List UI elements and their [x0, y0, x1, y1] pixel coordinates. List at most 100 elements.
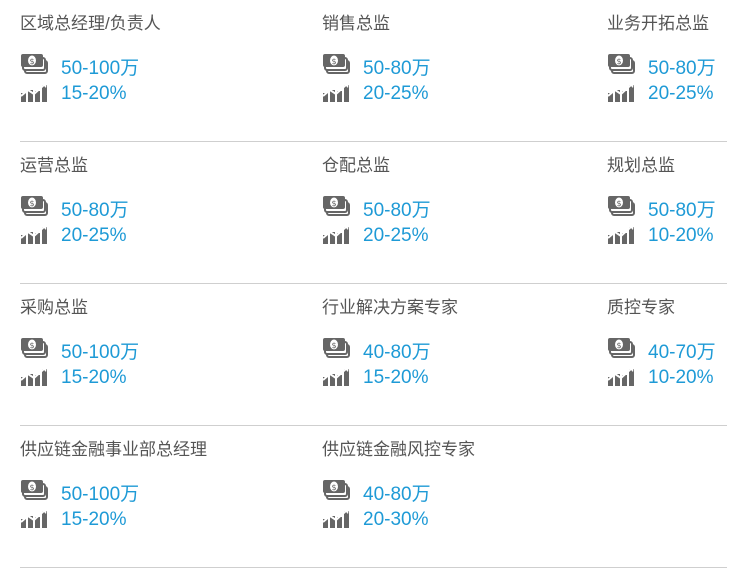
- money-icon: $: [20, 53, 61, 80]
- job-row: 区域总经理/负责人 $50-100万 15-20% 销售总监 $50-80万 20…: [20, 0, 727, 142]
- growth-chart-icon: [607, 81, 648, 108]
- job-title[interactable]: 销售总监: [322, 14, 390, 33]
- salary-line: $40-80万: [322, 478, 475, 506]
- growth-chart-icon: [607, 223, 648, 250]
- job-title[interactable]: 行业解决方案专家: [322, 298, 458, 317]
- salary-range: 50-100万: [61, 57, 140, 79]
- job-card[interactable]: 行业解决方案专家 $40-80万 15-20%: [322, 296, 458, 392]
- growth-range: 15-20%: [61, 509, 127, 530]
- job-card[interactable]: 运营总监 $50-80万 20-25%: [20, 154, 129, 250]
- svg-text:$: $: [331, 483, 336, 492]
- salary-line: $50-100万: [20, 478, 207, 506]
- salary-range: 50-80万: [648, 57, 716, 79]
- money-icon: $: [322, 479, 363, 506]
- job-title[interactable]: 仓配总监: [322, 156, 390, 175]
- svg-text:$: $: [616, 199, 621, 208]
- job-card[interactable]: 供应链金融风控专家 $40-80万 20-30%: [322, 438, 475, 534]
- salary-line: $40-80万: [322, 336, 458, 364]
- job-row: 采购总监 $50-100万 15-20% 行业解决方案专家 $40-80万 15-…: [20, 284, 727, 426]
- job-title[interactable]: 运营总监: [20, 156, 88, 175]
- salary-line: $50-80万: [607, 52, 716, 80]
- job-grid: 区域总经理/负责人 $50-100万 15-20% 销售总监 $50-80万 20…: [20, 0, 727, 568]
- salary-range: 50-80万: [363, 57, 431, 79]
- money-icon: $: [20, 337, 61, 364]
- salary-range: 50-100万: [61, 483, 140, 505]
- growth-chart-icon: [322, 365, 363, 392]
- svg-text:$: $: [616, 341, 621, 350]
- growth-line: 10-20%: [607, 222, 716, 250]
- growth-range: 15-20%: [61, 83, 127, 104]
- svg-text:$: $: [331, 341, 336, 350]
- money-icon: $: [322, 53, 363, 80]
- growth-line: 15-20%: [20, 506, 207, 534]
- growth-line: 15-20%: [322, 364, 458, 392]
- svg-text:$: $: [616, 57, 621, 66]
- growth-chart-icon: [20, 223, 61, 250]
- job-title[interactable]: 区域总经理/负责人: [20, 14, 161, 33]
- salary-line: $40-70万: [607, 336, 716, 364]
- growth-range: 10-20%: [648, 225, 714, 246]
- salary-line: $50-80万: [607, 194, 716, 222]
- job-title[interactable]: 业务开拓总监: [607, 14, 709, 33]
- svg-text:$: $: [331, 57, 336, 66]
- money-icon: $: [20, 195, 61, 222]
- growth-chart-icon: [322, 223, 363, 250]
- growth-line: 10-20%: [607, 364, 716, 392]
- growth-range: 15-20%: [61, 367, 127, 388]
- svg-text:$: $: [29, 341, 34, 350]
- growth-line: 15-20%: [20, 364, 139, 392]
- money-icon: $: [20, 479, 61, 506]
- growth-chart-icon: [20, 81, 61, 108]
- salary-range: 50-100万: [61, 341, 140, 363]
- growth-line: 20-25%: [322, 80, 431, 108]
- salary-line: $50-80万: [322, 52, 431, 80]
- growth-range: 20-25%: [648, 83, 714, 104]
- salary-line: $50-80万: [20, 194, 129, 222]
- job-title[interactable]: 采购总监: [20, 298, 88, 317]
- job-card[interactable]: 供应链金融事业部总经理 $50-100万 15-20%: [20, 438, 207, 534]
- job-card[interactable]: 规划总监 $50-80万 10-20%: [607, 154, 716, 250]
- salary-range: 50-80万: [648, 199, 716, 221]
- growth-range: 20-25%: [363, 83, 429, 104]
- job-title[interactable]: 质控专家: [607, 298, 675, 317]
- growth-line: 20-30%: [322, 506, 475, 534]
- growth-chart-icon: [20, 365, 61, 392]
- job-title[interactable]: 规划总监: [607, 156, 675, 175]
- growth-line: 20-25%: [322, 222, 431, 250]
- growth-line: 15-20%: [20, 80, 161, 108]
- salary-range: 40-80万: [363, 483, 431, 505]
- salary-range: 40-80万: [363, 341, 431, 363]
- job-row: 供应链金融事业部总经理 $50-100万 15-20% 供应链金融风控专家 $40…: [20, 426, 727, 568]
- growth-chart-icon: [322, 507, 363, 534]
- job-card[interactable]: 仓配总监 $50-80万 20-25%: [322, 154, 431, 250]
- growth-line: 20-25%: [20, 222, 129, 250]
- salary-line: $50-80万: [322, 194, 431, 222]
- job-card[interactable]: 销售总监 $50-80万 20-25%: [322, 12, 431, 108]
- growth-chart-icon: [322, 81, 363, 108]
- salary-line: $50-100万: [20, 336, 139, 364]
- svg-text:$: $: [29, 57, 34, 66]
- salary-range: 40-70万: [648, 341, 716, 363]
- growth-chart-icon: [20, 507, 61, 534]
- money-icon: $: [607, 195, 648, 222]
- job-card[interactable]: 业务开拓总监 $50-80万 20-25%: [607, 12, 716, 108]
- svg-text:$: $: [29, 483, 34, 492]
- job-title[interactable]: 供应链金融事业部总经理: [20, 440, 207, 459]
- job-card[interactable]: 区域总经理/负责人 $50-100万 15-20%: [20, 12, 161, 108]
- growth-range: 20-25%: [363, 225, 429, 246]
- job-card[interactable]: 质控专家 $40-70万 10-20%: [607, 296, 716, 392]
- growth-line: 20-25%: [607, 80, 716, 108]
- growth-chart-icon: [607, 365, 648, 392]
- money-icon: $: [607, 337, 648, 364]
- job-card[interactable]: 采购总监 $50-100万 15-20%: [20, 296, 139, 392]
- job-title[interactable]: 供应链金融风控专家: [322, 440, 475, 459]
- growth-range: 15-20%: [363, 367, 429, 388]
- money-icon: $: [322, 337, 363, 364]
- money-icon: $: [322, 195, 363, 222]
- growth-range: 10-20%: [648, 367, 714, 388]
- salary-line: $50-100万: [20, 52, 161, 80]
- growth-range: 20-25%: [61, 225, 127, 246]
- svg-text:$: $: [331, 199, 336, 208]
- salary-range: 50-80万: [363, 199, 431, 221]
- svg-text:$: $: [29, 199, 34, 208]
